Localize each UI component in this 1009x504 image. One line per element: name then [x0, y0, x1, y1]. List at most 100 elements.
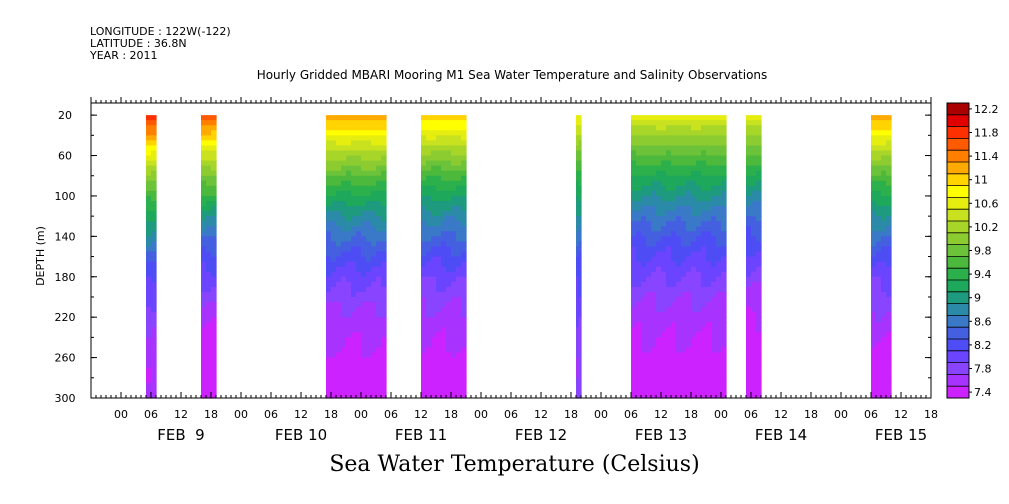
temperature-cell [211, 322, 217, 328]
temperature-cell [886, 130, 892, 136]
temperature-cell [381, 382, 387, 389]
colorbar-swatch [947, 303, 969, 316]
temperature-cell [696, 256, 702, 263]
temperature-cell [651, 352, 657, 359]
temperature-cell [876, 392, 882, 399]
temperature-cell [371, 145, 377, 152]
temperature-cell [656, 190, 662, 197]
temperature-cell [201, 195, 207, 202]
temperature-cell [341, 145, 347, 152]
temperature-cell [426, 206, 432, 212]
temperature-cell [656, 251, 662, 258]
temperature-cell [146, 337, 152, 344]
temperature-cell [366, 201, 372, 207]
temperature-cell [436, 216, 442, 222]
temperature-cell [706, 120, 712, 126]
x-day-label: FEB 13 [635, 426, 687, 444]
temperature-cell [326, 307, 332, 313]
temperature-cell [886, 327, 892, 333]
temperature-cell [578, 266, 582, 273]
temperature-cell [651, 135, 657, 141]
temperature-cell [721, 185, 727, 192]
temperature-cell [431, 357, 437, 364]
temperature-cell [201, 362, 207, 369]
temperature-cell [426, 362, 432, 369]
temperature-cell [686, 332, 692, 338]
temperature-cell [451, 115, 457, 121]
temperature-cell [421, 291, 427, 298]
temperature-cell [431, 165, 437, 172]
temperature-cell [446, 322, 452, 328]
temperature-cell [656, 150, 662, 157]
temperature-cell [461, 342, 467, 349]
temperature-cell [701, 226, 707, 232]
temperature-cell [661, 271, 667, 278]
temperature-cell [461, 382, 467, 389]
temperature-cell [576, 281, 580, 288]
temperature-cell [421, 276, 427, 283]
temperature-cell [666, 256, 672, 263]
temperature-cell [146, 221, 152, 227]
temperature-cell [576, 241, 580, 248]
temperature-cell [361, 216, 367, 222]
temperature-cell [721, 246, 727, 253]
temperature-cell [366, 362, 372, 369]
temperature-cell [371, 367, 377, 374]
temperature-cell [346, 312, 352, 318]
temperature-cell [151, 382, 157, 389]
temperature-cell [326, 125, 332, 131]
temperature-cell [446, 372, 452, 379]
temperature-cell [456, 226, 462, 232]
temperature-cell [421, 211, 427, 217]
temperature-cell [371, 231, 377, 237]
temperature-cell [636, 296, 642, 303]
temperature-cell [426, 322, 432, 328]
temperature-cell [381, 150, 387, 157]
temperature-cell [211, 372, 217, 379]
temperature-cell [201, 357, 207, 364]
temperature-cell [881, 276, 887, 283]
temperature-cell [721, 175, 727, 182]
temperature-cell [871, 155, 877, 162]
temperature-cell [691, 130, 697, 136]
temperature-cell [881, 145, 887, 152]
temperature-cell [341, 165, 347, 172]
temperature-cell [371, 352, 377, 359]
temperature-cell [691, 312, 697, 318]
temperature-cell [371, 392, 377, 399]
temperature-cell [721, 150, 727, 157]
temperature-cell [346, 251, 352, 258]
temperature-cell [686, 221, 692, 227]
temperature-cell [701, 377, 707, 384]
temperature-cell [446, 317, 452, 323]
temperature-cell [756, 125, 762, 131]
temperature-cell [876, 145, 882, 152]
temperature-cell [356, 367, 362, 374]
temperature-cell [756, 145, 762, 152]
temperature-cell [696, 332, 702, 338]
temperature-cell [721, 332, 727, 338]
temperature-cell [756, 302, 762, 308]
temperature-cell [631, 130, 637, 136]
temperature-cell [646, 261, 652, 268]
temperature-cell [331, 160, 337, 167]
temperature-cell [666, 206, 672, 212]
temperature-cell [701, 211, 707, 217]
temperature-cell [686, 317, 692, 323]
temperature-cell [206, 241, 212, 248]
temperature-cell [461, 115, 467, 121]
temperature-cell [631, 170, 637, 177]
temperature-cell [461, 281, 467, 288]
temperature-cell [576, 372, 580, 379]
temperature-cell [201, 125, 207, 131]
temperature-cell [421, 120, 427, 126]
temperature-cell [716, 135, 722, 141]
temperature-cell [646, 266, 652, 273]
temperature-cell [871, 206, 877, 212]
temperature-cell [656, 352, 662, 359]
temperature-cell [366, 266, 372, 273]
temperature-cell [631, 241, 637, 248]
temperature-cell [361, 190, 367, 197]
temperature-cell [651, 296, 657, 303]
temperature-cell [146, 362, 152, 369]
